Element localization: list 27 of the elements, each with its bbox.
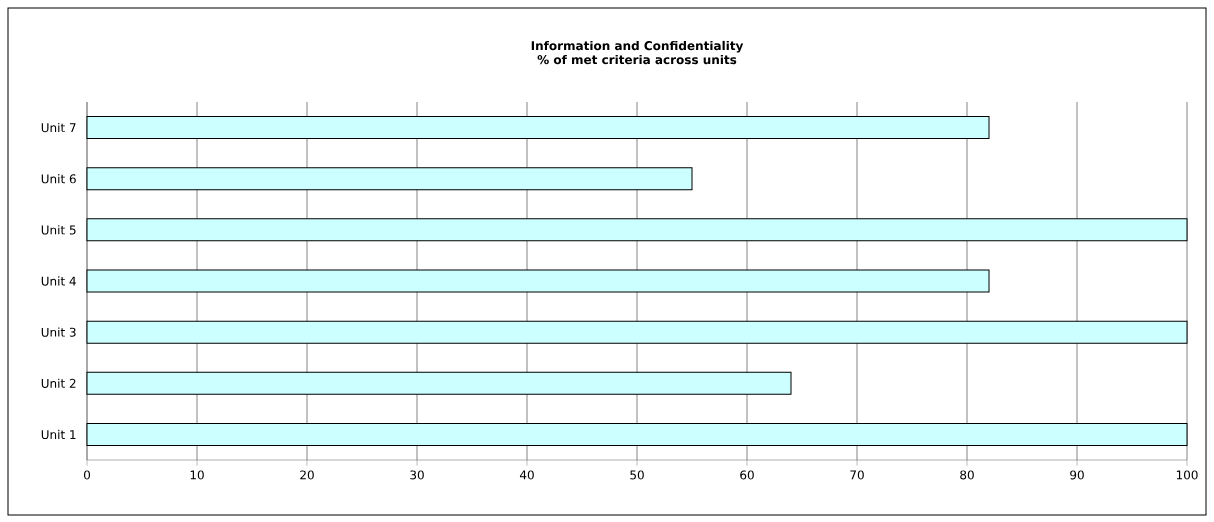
bar bbox=[86, 371, 792, 395]
chart-subtitle: % of met criteria across units bbox=[537, 54, 737, 65]
y-tick-label: Unit 7 bbox=[41, 122, 76, 133]
y-tick-label: Unit 4 bbox=[41, 276, 76, 286]
bar bbox=[86, 167, 693, 191]
x-tick-label: 40 bbox=[519, 470, 534, 480]
bar bbox=[86, 320, 1188, 344]
y-tick-label: Unit 1 bbox=[41, 429, 76, 440]
x-tick-label: 70 bbox=[850, 470, 864, 480]
chart-title: Information and Confidentiality bbox=[531, 40, 744, 53]
x-tick-label: 60 bbox=[740, 470, 754, 480]
x-tick-label: 20 bbox=[300, 470, 314, 480]
x-tick-label: 10 bbox=[190, 470, 204, 480]
x-tick-label: 0 bbox=[83, 470, 91, 480]
bar bbox=[86, 218, 1188, 242]
bar bbox=[86, 116, 990, 140]
x-tick-label: 90 bbox=[1070, 470, 1084, 480]
y-tick-label: Unit 6 bbox=[41, 174, 76, 184]
y-tick-label: Unit 3 bbox=[41, 327, 76, 337]
bar bbox=[86, 422, 1188, 446]
x-tick-label: 30 bbox=[410, 470, 424, 480]
y-tick-label: Unit 5 bbox=[41, 225, 76, 235]
x-tick-label: 50 bbox=[630, 470, 644, 480]
y-tick-label: Unit 2 bbox=[41, 378, 76, 388]
x-tick-label: 100 bbox=[1176, 470, 1198, 480]
bar bbox=[86, 269, 990, 293]
x-tick-label: 80 bbox=[960, 470, 974, 480]
